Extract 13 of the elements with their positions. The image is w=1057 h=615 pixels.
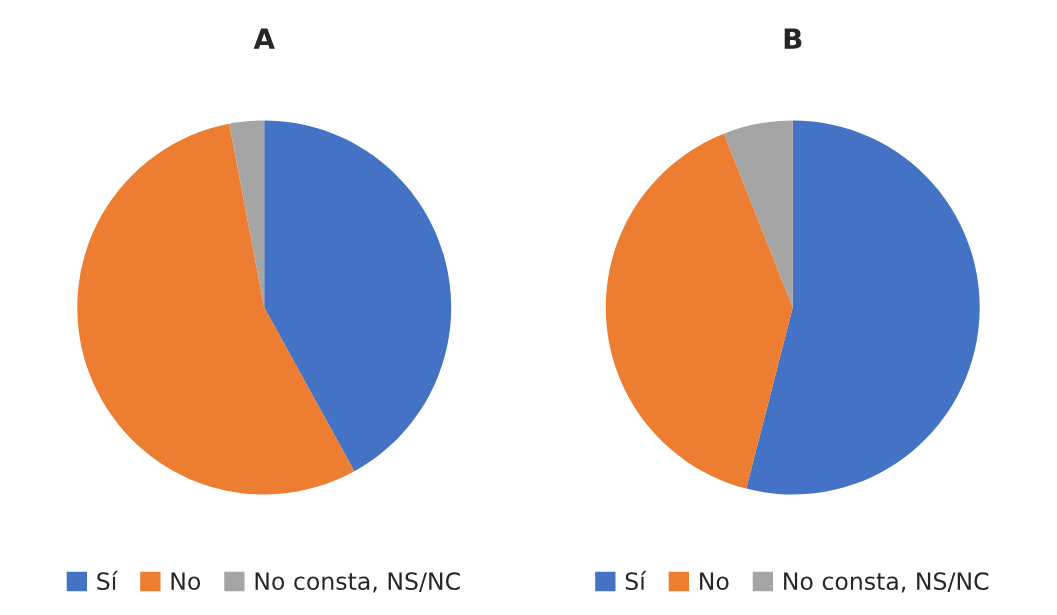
legend-label: No: [171, 572, 201, 591]
pie-slice: [746, 120, 980, 495]
pie-slice: [77, 123, 355, 495]
pie-slice: [264, 120, 452, 472]
pie-slice: [605, 133, 793, 489]
legend-label: No consta, NS/NC: [255, 572, 460, 593]
legend-label: Sí: [625, 570, 647, 591]
pie-slice: [723, 120, 793, 308]
legend-label: Sí: [97, 570, 118, 591]
chart-title: A: [253, 28, 275, 49]
legend-label: No: [700, 572, 729, 591]
chart-title: B: [784, 28, 802, 49]
legend-label: No consta, NS/NC: [784, 572, 989, 593]
